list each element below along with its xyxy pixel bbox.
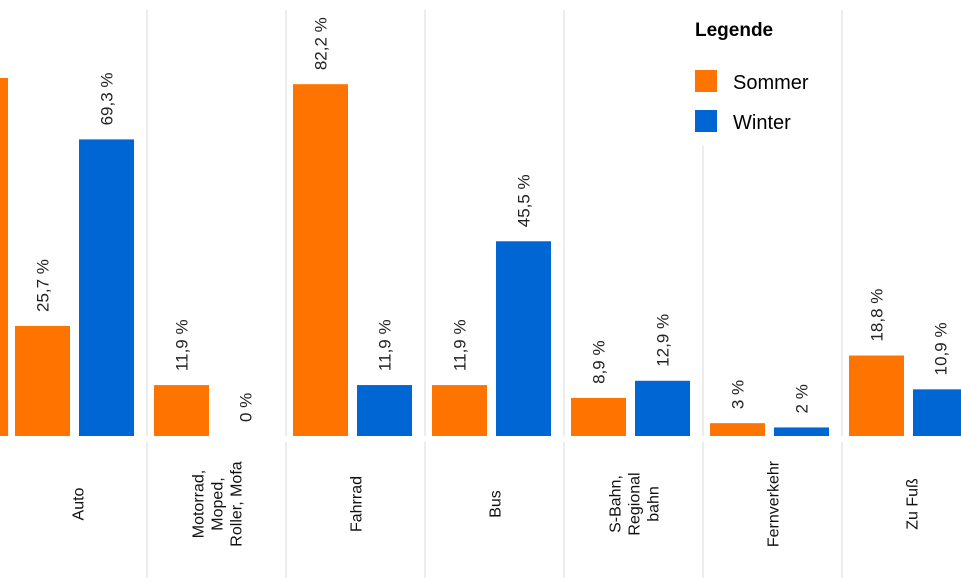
bar-offscreen	[0, 78, 8, 436]
bar-sommer	[432, 385, 487, 436]
value-labels-group: 25,7 % 11,9 % 82,2 % 11,9 % 8,9 % 3 % 18,8 % 69…	[34, 17, 951, 422]
data-label-sommer: 82,2 %	[312, 17, 331, 70]
category-labels-group: Auto Motorrad, Moped, Roller, Mofa Fahrrad Bu…	[71, 460, 922, 547]
category-label: Regional	[627, 472, 644, 535]
data-label-winter: 2 %	[793, 384, 812, 413]
data-label-winter: 12,9 %	[654, 314, 673, 367]
data-label-winter: 11,9 %	[376, 319, 395, 371]
bar-winter	[635, 380, 690, 436]
category-label: Motorrad,	[191, 470, 208, 538]
bar-winter	[913, 389, 961, 436]
data-label-winter: 10,9 %	[932, 322, 951, 375]
bar-winter	[357, 385, 412, 436]
bar-sommer	[849, 355, 904, 436]
legend-label-winter: Winter	[733, 112, 791, 134]
category-label: S-Bahn,	[608, 475, 625, 533]
data-label-sommer: 3 %	[729, 380, 748, 409]
legend-swatch-winter	[695, 110, 717, 132]
data-label-sommer: 11,9 %	[173, 319, 192, 371]
bar-sommer	[15, 326, 70, 436]
category-label: bahn	[646, 486, 663, 522]
bar-sommer	[710, 423, 765, 436]
category-label: Roller, Mofa	[229, 461, 246, 546]
category-label: Moped,	[210, 477, 227, 530]
legend-label-sommer: Sommer	[733, 72, 809, 94]
data-label-sommer: 8,9 %	[590, 340, 609, 383]
data-label-winter: 45,5 %	[515, 174, 534, 227]
data-label-winter: 69,3 %	[98, 72, 117, 125]
category-label: Fernverkehr	[766, 460, 783, 547]
data-label-sommer: 11,9 %	[451, 319, 470, 371]
bar-winter	[496, 241, 551, 436]
bars-group	[0, 78, 961, 437]
legend-swatch-sommer	[695, 70, 717, 92]
category-label: Zu Fuß	[905, 478, 922, 530]
bar-sommer	[293, 84, 348, 437]
category-label: Bus	[488, 490, 505, 518]
category-label: Auto	[71, 487, 88, 520]
legend-title: Legende	[695, 20, 773, 41]
bar-winter	[79, 139, 134, 436]
data-label-sommer: 18,8 %	[868, 289, 887, 342]
bar-sommer	[571, 397, 626, 436]
bar-sommer	[154, 385, 209, 436]
data-label-winter: 0 %	[237, 393, 256, 422]
category-label: Fahrrad	[349, 476, 366, 532]
bar-winter	[774, 427, 829, 436]
data-label-sommer: 25,7 %	[34, 259, 53, 312]
legend: Legende Sommer Winter	[690, 6, 830, 146]
